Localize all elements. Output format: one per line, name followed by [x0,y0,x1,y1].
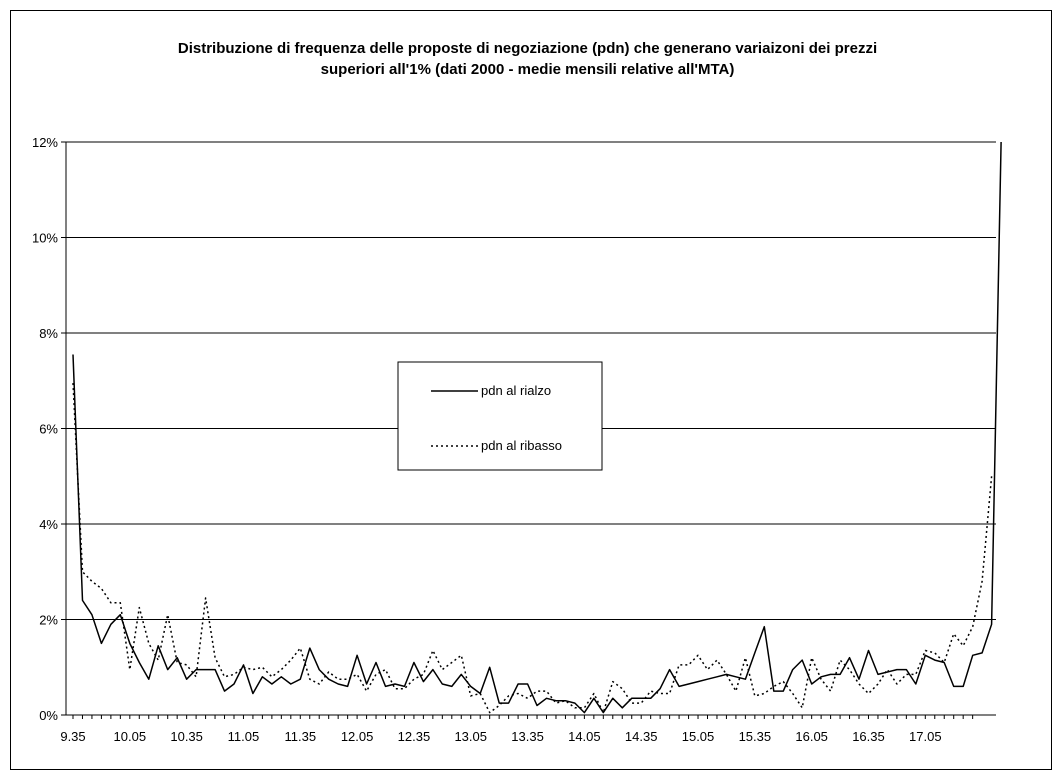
legend-label-rialzo: pdn al rialzo [481,383,551,398]
y-tick-label: 2% [39,613,58,628]
chart-title: Distribuzione di frequenza delle propost… [0,38,1055,80]
series-lines [72,141,1002,714]
x-tick-label: 16.35 [852,729,885,744]
x-tick-label: 12.05 [341,729,374,744]
x-tick-label: 13.35 [511,729,544,744]
x-tick-label: 12.35 [398,729,431,744]
legend: pdn al rialzo pdn al ribasso [397,361,603,471]
x-tick-label: 11.35 [284,729,316,744]
y-tick-label: 12% [32,135,58,150]
y-tick-label: 6% [39,422,58,437]
legend-label-ribasso: pdn al ribasso [481,438,562,453]
x-tick-label: 10.05 [114,729,147,744]
line-chart: 0% 2% 4% 6% 8% 10% 12% 9.35 10.05 10.35 11.05 11.3… [32,135,1002,744]
y-tick-label: 8% [39,326,58,341]
x-tick-label: 15.05 [682,729,715,744]
x-tick-label: 17.05 [909,729,942,744]
chart-title-line-2: superiori all'1% (dati 2000 - medie mens… [320,61,735,78]
y-tick-label: 4% [39,517,58,532]
x-tick-label: 15.35 [739,729,772,744]
x-tick-label: 11.05 [228,729,260,744]
x-tick-label: 14.35 [625,729,658,744]
series-line-rialzo [72,141,1002,714]
x-tick-label: 9.35 [60,729,85,744]
chart-title-line-1: Distribuzione di frequenza delle propost… [177,40,878,57]
y-tick-label: 10% [32,231,58,246]
legend-box [397,361,603,471]
x-tick-label: 10.35 [170,729,203,744]
y-tick-label: 0% [39,708,58,723]
x-axis-ticks: 9.35 10.05 10.35 11.05 11.35 12.05 12.35 13.05 1… [60,715,974,744]
x-tick-label: 13.05 [454,729,487,744]
x-tick-label: 14.05 [568,729,601,744]
x-tick-label: 16.05 [795,729,828,744]
y-axis-ticks: 0% 2% 4% 6% 8% 10% 12% [32,135,66,723]
